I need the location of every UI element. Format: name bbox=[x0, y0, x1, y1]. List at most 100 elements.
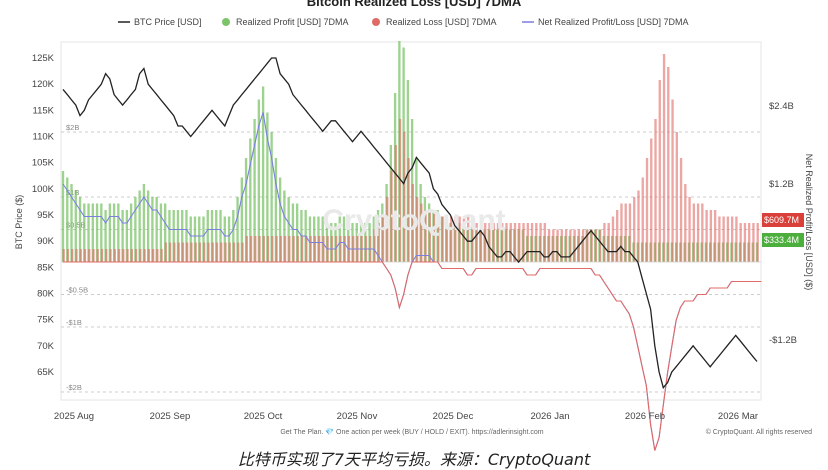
realized-loss-bar bbox=[552, 229, 555, 262]
realized-loss-bar bbox=[628, 203, 632, 262]
realized-loss-bar bbox=[701, 203, 704, 262]
realized-loss-bar bbox=[539, 223, 542, 262]
legend: BTC Price [USD] Realized Profit [USD] 7DM… bbox=[118, 17, 689, 27]
realized-profit-bar bbox=[283, 190, 286, 262]
realized-loss-bar bbox=[730, 216, 734, 262]
level-label: -$1B bbox=[66, 318, 82, 327]
realized-profit-bar bbox=[249, 138, 252, 262]
realized-loss-bar bbox=[343, 236, 346, 262]
realized-loss-bar bbox=[722, 216, 725, 262]
x-axis-tick-label: 2025 Aug bbox=[54, 411, 94, 422]
realized-loss-bar bbox=[441, 216, 444, 262]
realized-loss-bar bbox=[501, 223, 504, 262]
realized-profit-bar bbox=[142, 184, 146, 262]
left-axis-tick-label: 65K bbox=[37, 367, 55, 378]
realized-profit-bar bbox=[134, 197, 137, 262]
realized-loss-bar bbox=[488, 223, 491, 262]
realized-loss-bar bbox=[726, 216, 730, 262]
realized-loss-bar bbox=[505, 223, 508, 262]
left-axis-tick-label: 125K bbox=[32, 53, 55, 64]
realized-loss-bar bbox=[484, 223, 487, 262]
realized-loss-bar bbox=[432, 210, 436, 262]
realized-loss-bar bbox=[594, 229, 598, 262]
realized-loss-bar bbox=[386, 197, 389, 262]
realized-profit-bar bbox=[278, 177, 282, 262]
realized-profit-bar bbox=[206, 210, 209, 262]
realized-loss-bar bbox=[215, 242, 219, 262]
realized-profit-bar bbox=[61, 171, 65, 262]
realized-loss-bar bbox=[475, 223, 478, 262]
realized-loss-bar bbox=[756, 223, 759, 262]
realized-loss-bar bbox=[530, 223, 534, 262]
realized-loss-bar bbox=[424, 210, 427, 262]
realized-loss-bar bbox=[513, 223, 517, 262]
realized-loss-bar bbox=[130, 249, 134, 262]
realized-loss-bar bbox=[181, 242, 185, 262]
realized-loss-bar bbox=[96, 249, 99, 262]
realized-loss-bar bbox=[228, 242, 231, 262]
realized-loss-bar bbox=[739, 223, 742, 262]
realized-loss-bar bbox=[203, 242, 206, 262]
realized-loss-bar bbox=[692, 203, 696, 262]
realized-loss-bar bbox=[713, 210, 717, 262]
realized-loss-bar bbox=[696, 203, 700, 262]
realized-loss-bar bbox=[526, 223, 529, 262]
x-axis-tick-label: 2026 Feb bbox=[625, 411, 665, 422]
realized-loss-bar bbox=[667, 67, 670, 262]
realized-profit-bar bbox=[270, 132, 273, 262]
realized-loss-bar bbox=[675, 132, 678, 262]
realized-loss-bar bbox=[390, 171, 393, 262]
realized-profit-bar bbox=[198, 216, 201, 262]
realized-profit-bar bbox=[257, 99, 261, 262]
realized-loss-bar bbox=[607, 223, 610, 262]
realized-loss-bar bbox=[564, 229, 568, 262]
realized-loss-bar bbox=[624, 203, 627, 262]
realized-profit-bar bbox=[112, 203, 116, 262]
realized-loss-bar bbox=[547, 229, 551, 262]
left-axis-tick-label: 85K bbox=[37, 262, 55, 273]
chart-title: Bitcoin Realized Loss [USD] 7DMA bbox=[307, 0, 522, 9]
realized-loss-bar bbox=[66, 249, 70, 262]
realized-loss-bar bbox=[122, 249, 125, 262]
left-axis: 125K 120K 115K 110K 105K 100K 95K 90K 85K 80K 75K 7… bbox=[32, 53, 55, 378]
footer-copyright: © CryptoQuant. All rights reserved bbox=[706, 428, 812, 436]
realized-loss-bar bbox=[71, 249, 74, 262]
realized-loss-bar bbox=[598, 229, 602, 262]
realized-loss-bar bbox=[603, 223, 606, 262]
realized-loss-bar bbox=[126, 249, 129, 262]
left-axis-tick-label: 90K bbox=[37, 236, 55, 247]
realized-loss-bar bbox=[262, 236, 265, 262]
realized-loss-bar bbox=[143, 249, 146, 262]
realized-profit-bar bbox=[104, 210, 107, 262]
realized-loss-bar bbox=[479, 223, 483, 262]
realized-profit-bar bbox=[172, 210, 175, 262]
plot-frame bbox=[60, 41, 762, 401]
realized-loss-bar bbox=[305, 236, 308, 262]
realized-loss-bar bbox=[449, 216, 453, 262]
realized-loss-bar bbox=[109, 249, 112, 262]
left-axis-tick-label: 95K bbox=[37, 210, 55, 221]
realized-profit-bar bbox=[87, 203, 90, 262]
realized-profit-bar bbox=[159, 203, 163, 262]
legend-entry-label: Net Realized Profit/Loss [USD] 7DMA bbox=[538, 17, 689, 27]
realized-loss-bar bbox=[288, 236, 291, 262]
x-axis: 2025 Aug 2025 Sep 2025 Oct 2025 Nov 2025 Dec… bbox=[54, 411, 758, 422]
realized-loss-bar bbox=[743, 223, 747, 262]
realized-loss-bar bbox=[220, 242, 223, 262]
realized-loss-bar bbox=[471, 216, 474, 262]
realized-loss-bar bbox=[735, 216, 738, 262]
x-axis-tick-label: 2025 Dec bbox=[433, 411, 474, 422]
realized-loss-bar bbox=[275, 236, 278, 262]
realized-profit-bar bbox=[176, 210, 180, 262]
realized-loss-bar bbox=[381, 216, 385, 262]
realized-loss-bar bbox=[573, 229, 576, 262]
realized-loss-bar bbox=[335, 236, 338, 262]
realized-profit-bar bbox=[66, 177, 69, 262]
level-label: -$0.5B bbox=[66, 286, 88, 295]
realized-loss-bar bbox=[88, 249, 91, 262]
watermark: CryptoQuant bbox=[322, 204, 505, 237]
realized-loss-bar bbox=[616, 210, 619, 262]
realized-loss-bar bbox=[458, 216, 461, 262]
left-axis-tick-label: 70K bbox=[37, 341, 55, 352]
realized-loss-bar bbox=[620, 203, 623, 262]
